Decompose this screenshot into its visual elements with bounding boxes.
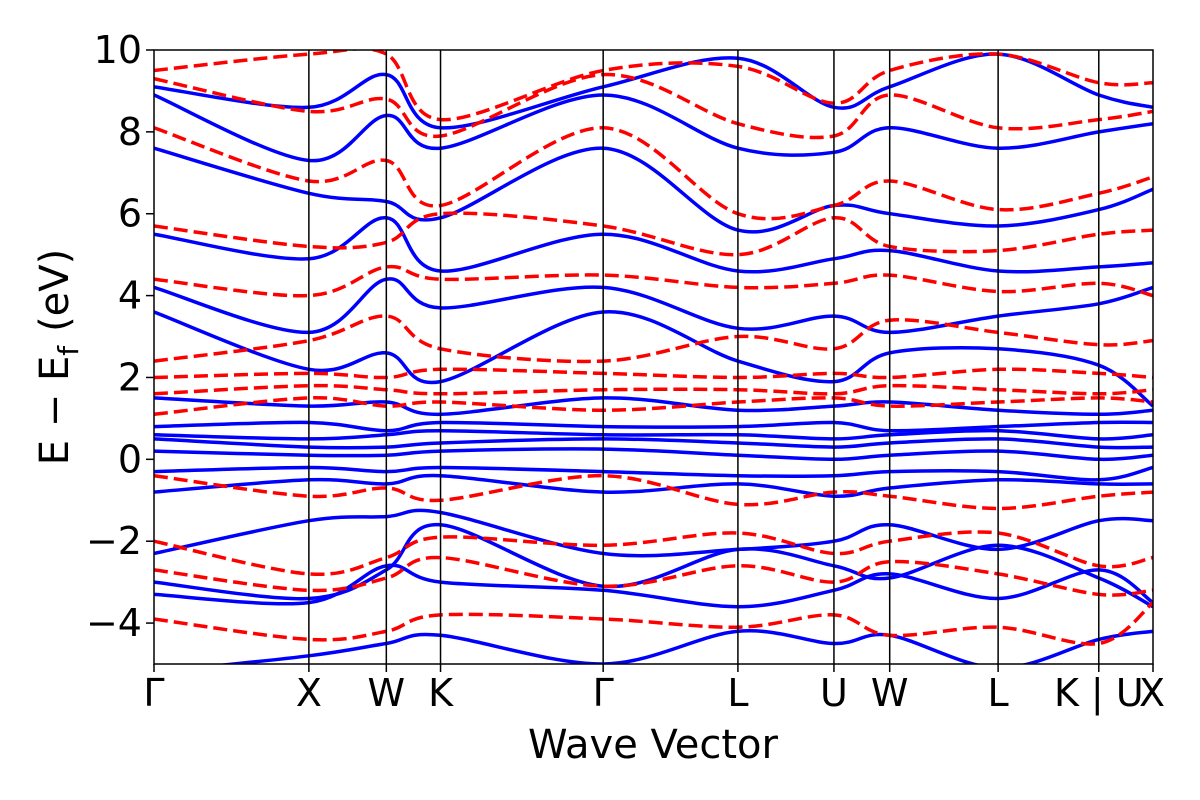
- x-tick-label-1: X: [296, 671, 322, 715]
- dashed-band-1: [154, 555, 1153, 597]
- x-tick-label-4: Γ: [593, 671, 614, 715]
- x-tick-label-6: U: [820, 671, 848, 715]
- x-tick-label-2: W: [368, 671, 406, 715]
- y-axis-title-subscript: f: [52, 345, 85, 356]
- y-tick-label-4: 4: [118, 274, 142, 318]
- k-point-lines: [308, 50, 1100, 664]
- y-tick-label-0: −4: [86, 601, 142, 645]
- bands-layer: [154, 50, 1153, 664]
- dashed-band-12: [154, 50, 1153, 122]
- dashed-band-8: [154, 264, 1153, 298]
- dashed-band-6: [154, 367, 1153, 380]
- y-tick-label-3: 2: [118, 355, 142, 399]
- solid-band-3: [154, 508, 1153, 558]
- dashed-band-7: [154, 314, 1153, 364]
- dashed-band-11: [154, 72, 1153, 140]
- solid-band-9: [154, 420, 1153, 433]
- solid-band-12: [154, 277, 1153, 335]
- x-axis-title: Wave Vector: [528, 722, 779, 768]
- y-ticks: −4 −2 0 2 4 6 8 10: [86, 28, 154, 645]
- dashed-band-9: [154, 211, 1153, 257]
- solid-band-4: [154, 473, 1153, 498]
- dashed-band-4: [154, 396, 1153, 417]
- y-axis-title-main: E − E: [32, 356, 78, 466]
- solid-band-5: [154, 465, 1153, 482]
- y-tick-label-1: −2: [86, 519, 142, 563]
- solid-band-7: [154, 437, 1153, 450]
- x-tick-label-10: X: [1139, 671, 1165, 715]
- dashed-band-3: [154, 473, 1153, 511]
- solid-band-1: [154, 563, 1153, 609]
- dashed-band-0: [154, 601, 1153, 646]
- x-tick-label-3: K: [428, 671, 454, 715]
- solid-band-0: [217, 629, 1153, 664]
- y-tick-label-2: 0: [118, 437, 142, 481]
- plot-frame: [153, 49, 1154, 665]
- solid-band-14: [154, 146, 1153, 234]
- solid-band-6: [154, 447, 1153, 462]
- solid-band-8: [154, 428, 1153, 441]
- x-tick-label-5: L: [727, 671, 748, 715]
- x-tick-label-9: K | U: [1054, 671, 1144, 716]
- x-tick-label-8: L: [988, 671, 1009, 715]
- x-tick-label-0: Γ: [143, 671, 164, 715]
- solid-band-15: [154, 93, 1153, 163]
- y-tick-label-6: 8: [118, 110, 142, 154]
- solid-band-2: [154, 523, 1153, 609]
- solid-band-10: [154, 396, 1153, 417]
- solid-band-13: [154, 216, 1153, 274]
- y-axis-title: E − Ef (eV): [32, 249, 85, 466]
- dashed-band-10: [154, 126, 1153, 221]
- x-tick-label-7: W: [871, 671, 909, 715]
- y-tick-label-7: 10: [94, 28, 142, 72]
- y-axis-title-unit: (eV): [32, 249, 78, 332]
- solid-band-11: [154, 310, 1153, 408]
- dashed-band-5: [154, 383, 1153, 396]
- dashed-band-2: [154, 530, 1153, 577]
- y-tick-label-5: 6: [118, 192, 142, 236]
